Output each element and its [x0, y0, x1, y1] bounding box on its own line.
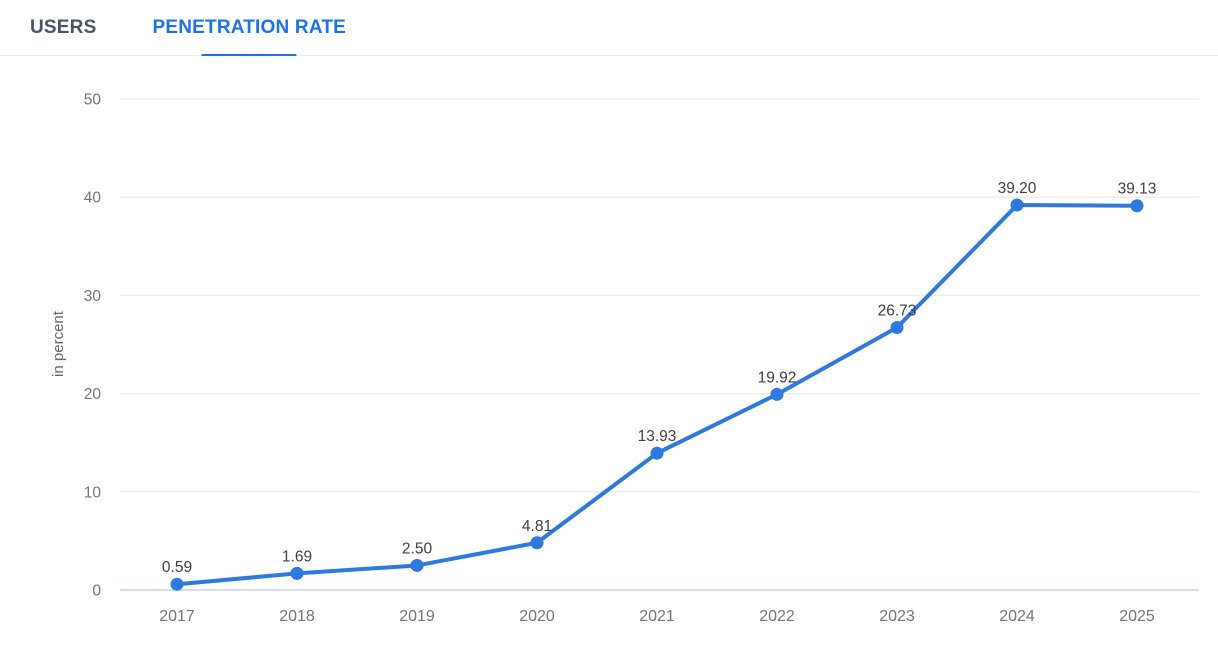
tab-bar: USERS PENETRATION RATE	[0, 0, 1218, 58]
data-point-label: 1.69	[282, 548, 312, 565]
data-point-label: 4.81	[522, 518, 552, 535]
penetration-rate-chart: 0 10 20 30 40 50 in percent 2017 2018 2019 2020 202…	[50, 92, 1199, 625]
data-point-2017[interactable]	[170, 577, 184, 591]
x-tick-label: 2024	[999, 608, 1035, 625]
y-tick-label: 20	[84, 386, 102, 403]
y-axis-title: in percent	[50, 310, 67, 377]
y-tick-label: 40	[84, 190, 102, 207]
x-tick-label: 2019	[399, 608, 435, 625]
data-point-label: 39.13	[1118, 181, 1157, 198]
data-point-2025[interactable]	[1130, 199, 1144, 213]
y-tick-label: 10	[84, 484, 102, 501]
y-tick-label: 50	[84, 92, 102, 109]
x-tick-label: 2021	[639, 608, 675, 625]
chart-area: 0 10 20 30 40 50 in percent 2017 2018 2019 2020 202…	[0, 56, 1218, 654]
data-point-label: 26.73	[878, 303, 917, 320]
data-point-2022[interactable]	[770, 387, 784, 401]
x-tick-label: 2022	[759, 608, 795, 625]
tab-penetration-rate[interactable]: PENETRATION RATE	[152, 0, 347, 58]
x-tick-label: 2020	[519, 608, 555, 625]
data-point-label: 39.20	[998, 180, 1037, 197]
data-point-label: 13.93	[638, 428, 677, 445]
x-tick-label: 2017	[159, 608, 195, 625]
x-tick-label: 2025	[1119, 608, 1155, 625]
data-point-2024[interactable]	[1010, 198, 1024, 212]
data-point-2021[interactable]	[650, 446, 664, 460]
x-tick-label: 2018	[279, 608, 315, 625]
data-point-label: 19.92	[758, 369, 797, 386]
data-point-2018[interactable]	[290, 566, 304, 580]
tab-users-label: USERS	[30, 16, 97, 38]
trend-line	[175, 203, 1139, 587]
tab-users[interactable]: USERS	[30, 0, 96, 55]
data-point-2019[interactable]	[410, 558, 424, 572]
y-tick-label: 30	[84, 288, 102, 305]
y-tick-label: 0	[92, 583, 101, 600]
data-point-2020[interactable]	[530, 536, 544, 550]
data-point-2023[interactable]	[890, 321, 904, 335]
data-point-label: 2.50	[402, 540, 433, 557]
data-point-label: 0.59	[162, 559, 192, 576]
x-tick-label: 2023	[879, 608, 915, 625]
tab-penetration-rate-label: PENETRATION RATE	[152, 16, 347, 38]
